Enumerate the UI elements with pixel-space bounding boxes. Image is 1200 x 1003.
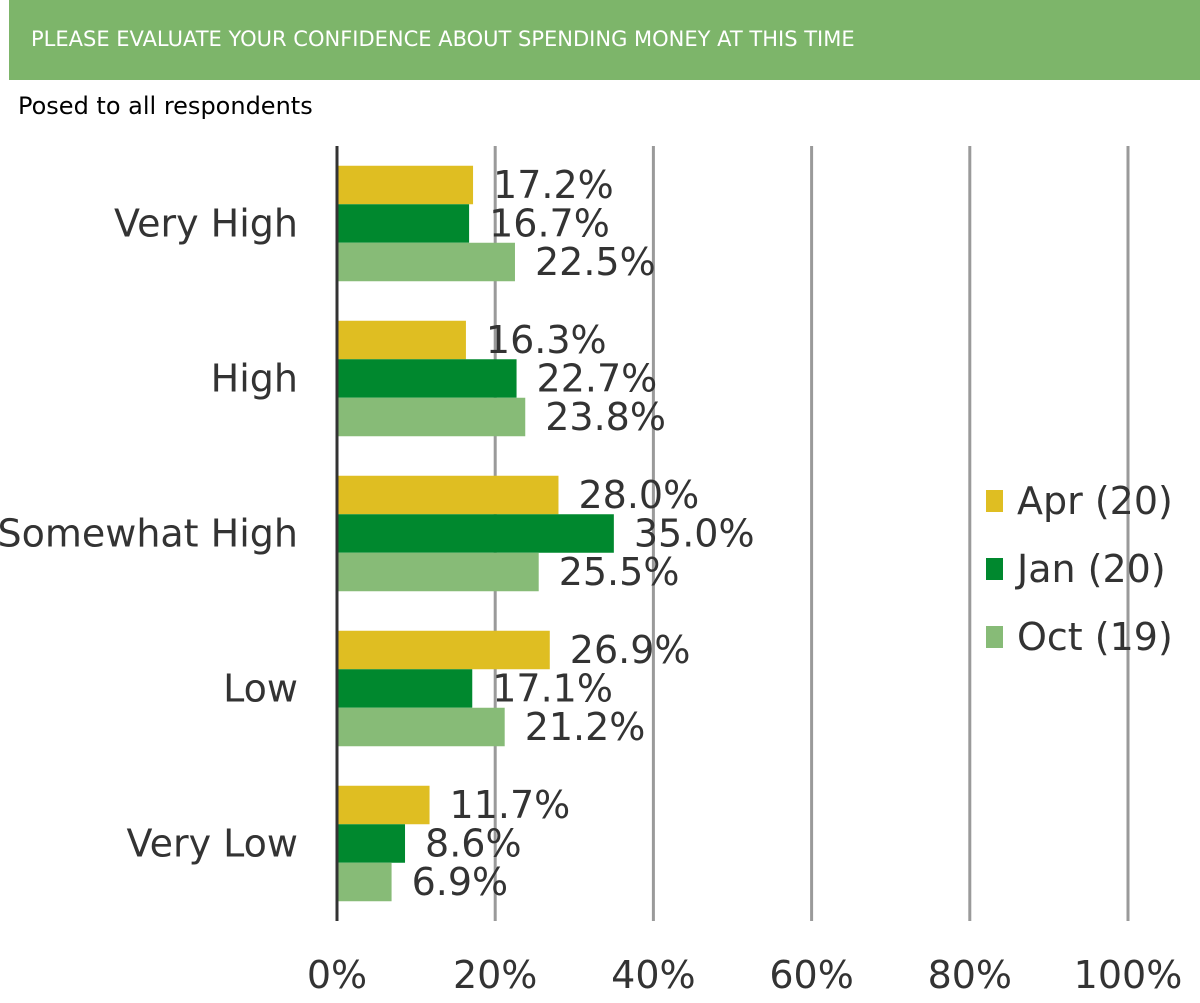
bar-Jan (20) xyxy=(338,514,614,553)
chart-subtitle: Posed to all respondents xyxy=(18,92,313,120)
data-label: 16.7% xyxy=(489,202,610,246)
bar-Apr (20) xyxy=(338,785,430,825)
category-label: High xyxy=(211,357,298,401)
data-label: 22.5% xyxy=(535,240,656,284)
data-label: 35.0% xyxy=(634,512,755,556)
x-tick-label: 80% xyxy=(928,953,1012,997)
data-label: 22.7% xyxy=(537,357,658,401)
data-labels: 17.2%16.7%22.5% 16.3%22.7%23.8% 28.0%35.0%… xyxy=(412,163,755,904)
legend-swatch xyxy=(986,626,1003,648)
category-label: Very Low xyxy=(127,822,298,866)
data-label: 11.7% xyxy=(450,783,571,827)
bar-Jan (20) xyxy=(338,359,517,398)
data-label: 25.5% xyxy=(559,550,680,594)
bar-Oct (19) xyxy=(338,397,526,437)
legend-label: Oct (19) xyxy=(1017,615,1173,659)
data-label: 17.1% xyxy=(492,667,613,711)
bar-Jan (20) xyxy=(338,824,406,863)
bar-Apr (20) xyxy=(338,475,559,515)
data-label: 8.6% xyxy=(425,822,522,866)
bar-Oct (19) xyxy=(338,552,539,592)
data-label: 26.9% xyxy=(570,628,691,672)
bar-Jan (20) xyxy=(338,669,473,708)
bar-Apr (20) xyxy=(338,320,466,360)
category-labels: Very High High Somewhat High Low Very Low xyxy=(0,202,298,866)
data-label: 28.0% xyxy=(578,473,699,517)
bar-Oct (19) xyxy=(338,862,392,902)
data-label: 21.2% xyxy=(525,705,646,749)
legend-label: Apr (20) xyxy=(1017,479,1173,523)
bar-Apr (20) xyxy=(338,630,550,670)
data-label: 23.8% xyxy=(545,395,666,439)
chart-title: PLEASE EVALUATE YOUR CONFIDENCE ABOUT SP… xyxy=(31,27,855,51)
data-label: 6.9% xyxy=(412,860,509,904)
header-bar: PLEASE EVALUATE YOUR CONFIDENCE ABOUT SP… xyxy=(9,0,1200,80)
x-tick-labels: 0% 20% 40% 60% 80% 100% xyxy=(307,953,1182,997)
bar-Apr (20) xyxy=(338,165,474,205)
data-label: 17.2% xyxy=(493,163,614,207)
x-tick-label: 0% xyxy=(307,953,367,997)
category-label: Low xyxy=(223,667,298,711)
legend-swatch xyxy=(986,558,1003,580)
category-label: Somewhat High xyxy=(0,512,298,556)
grid-lines xyxy=(493,146,1130,921)
data-label: 16.3% xyxy=(486,318,607,362)
legend-swatch xyxy=(986,490,1003,512)
x-tick-label: 20% xyxy=(453,953,537,997)
bar-Oct (19) xyxy=(338,242,515,282)
x-tick-label: 40% xyxy=(611,953,695,997)
bar-Oct (19) xyxy=(338,707,505,747)
x-tick-label: 60% xyxy=(769,953,853,997)
legend-label: Jan (20) xyxy=(1015,547,1166,591)
category-label: Very High xyxy=(114,202,298,246)
x-tick-label: 100% xyxy=(1074,953,1183,997)
bars xyxy=(338,165,614,902)
bar-Jan (20) xyxy=(338,204,470,243)
legend: Apr (20) Jan (20) Oct (19) xyxy=(986,479,1173,659)
